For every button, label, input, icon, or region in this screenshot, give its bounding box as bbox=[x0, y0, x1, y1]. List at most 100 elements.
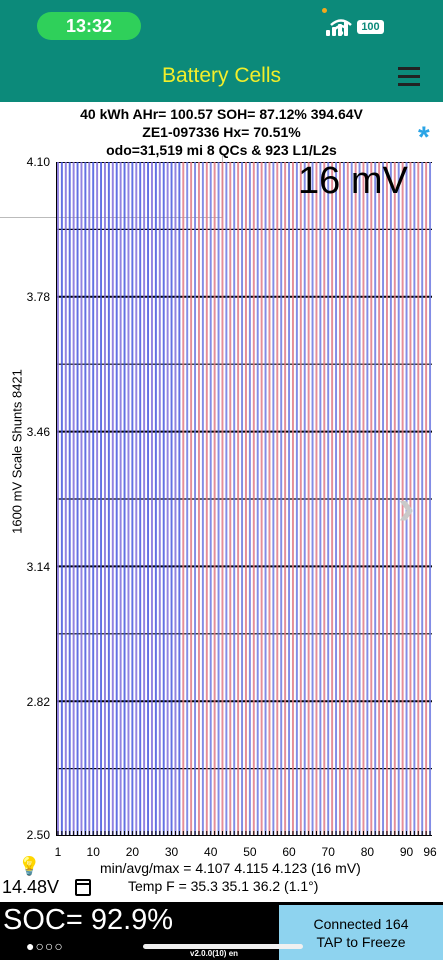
cell-bar bbox=[170, 162, 173, 836]
cell-bar bbox=[421, 162, 424, 836]
x-tick-label: 30 bbox=[164, 845, 179, 859]
cell-bar bbox=[335, 162, 338, 836]
y-tick-label: 2.82 bbox=[26, 695, 50, 709]
cell-bar bbox=[346, 162, 349, 836]
cell-bar bbox=[166, 162, 169, 836]
cell-bar bbox=[366, 162, 369, 836]
cell-bar bbox=[393, 162, 396, 836]
lightbulb-icon[interactable]: 💡 bbox=[18, 856, 41, 876]
vin-health-line: ZE1-097336 Hx= 70.51% bbox=[142, 124, 301, 140]
x-tick-label: 80 bbox=[360, 845, 375, 859]
cell-bar bbox=[197, 162, 200, 836]
cell-bar bbox=[123, 162, 126, 836]
cell-bar bbox=[143, 162, 146, 836]
cell-bar bbox=[60, 162, 63, 836]
freeze-hint: TAP to Freeze bbox=[316, 934, 406, 950]
freeze-button[interactable]: Connected 164 TAP to Freeze bbox=[279, 905, 443, 960]
cell-bar bbox=[139, 162, 142, 836]
cell-bar bbox=[96, 162, 99, 836]
cell-bar bbox=[84, 162, 87, 836]
favorite-star-icon[interactable]: * bbox=[418, 121, 430, 154]
cell-bar bbox=[327, 162, 330, 836]
x-tick-label: 96 bbox=[423, 845, 437, 859]
cell-bar bbox=[111, 162, 114, 836]
cell-bar bbox=[100, 162, 103, 836]
y-tick-label: 4.10 bbox=[26, 155, 50, 169]
page-title: Battery Cells bbox=[161, 64, 282, 87]
x-tick-label: 60 bbox=[282, 845, 296, 859]
cell-bar bbox=[307, 162, 310, 836]
cell-bar bbox=[209, 162, 212, 836]
cell-bar bbox=[233, 162, 236, 836]
temperature-readout: Temp F = 35.3 35.1 36.2 (1.1°) bbox=[128, 878, 319, 894]
cell-bar bbox=[256, 162, 259, 836]
cell-bar bbox=[131, 162, 134, 836]
cell-bar bbox=[382, 162, 385, 836]
cell-bar bbox=[213, 162, 216, 836]
cell-bar bbox=[413, 162, 416, 836]
cell-bar bbox=[201, 162, 204, 836]
battery-summary-line: 40 kWh AHr= 100.57 SOH= 87.12% 394.64V bbox=[80, 106, 363, 122]
cell-bar bbox=[135, 162, 138, 836]
cell-bar bbox=[429, 162, 432, 836]
cell-bar bbox=[107, 162, 110, 836]
cell-bar bbox=[190, 162, 193, 836]
cell-bar bbox=[425, 162, 428, 836]
cell-bar bbox=[92, 162, 95, 836]
cell-bar bbox=[182, 162, 185, 836]
cell-bar bbox=[417, 162, 420, 836]
cell-bar bbox=[241, 162, 244, 836]
cell-bar bbox=[225, 162, 228, 836]
y-axis-title: 1600 mV Scale Shunts 8421 bbox=[9, 369, 25, 534]
cell-bar bbox=[150, 162, 153, 836]
connection-status: Connected 164 bbox=[313, 916, 409, 932]
cell-bar bbox=[178, 162, 181, 836]
y-tick-label: 3.78 bbox=[26, 290, 50, 304]
cell-bar bbox=[405, 162, 408, 836]
x-tick-label: 90 bbox=[399, 845, 414, 859]
cell-voltage-chart[interactable] bbox=[56, 162, 432, 836]
cell-bar bbox=[217, 162, 220, 836]
cell-bar bbox=[56, 162, 59, 836]
x-tick-label: 20 bbox=[125, 845, 140, 859]
cell-bar bbox=[80, 162, 83, 836]
cell-bar bbox=[370, 162, 373, 836]
cell-bar bbox=[174, 162, 177, 836]
cell-bar bbox=[409, 162, 412, 836]
soc-readout: SOC= 92.9% bbox=[3, 904, 174, 936]
cell-bar bbox=[103, 162, 106, 836]
cell-bar bbox=[244, 162, 247, 836]
cell-bar bbox=[194, 162, 197, 836]
cell-bar bbox=[248, 162, 251, 836]
x-tick-label: 1 bbox=[54, 845, 62, 859]
cell-bar bbox=[299, 162, 302, 836]
page-indicator[interactable]: ●○○○ bbox=[26, 938, 64, 954]
cell-bar bbox=[284, 162, 287, 836]
cell-bar bbox=[76, 162, 79, 836]
cell-bar bbox=[378, 162, 381, 836]
app-version: v2.0.0(10) en bbox=[190, 949, 239, 958]
calendar-icon[interactable] bbox=[75, 879, 91, 896]
cell-bar bbox=[311, 162, 314, 836]
cell-bar bbox=[64, 162, 67, 836]
cell-bar bbox=[186, 162, 189, 836]
cell-bar bbox=[389, 162, 392, 836]
home-indicator bbox=[143, 944, 303, 949]
cell-bar bbox=[354, 162, 357, 836]
menu-icon[interactable] bbox=[398, 62, 420, 92]
cell-bar bbox=[397, 162, 400, 836]
cell-bar bbox=[268, 162, 271, 836]
cell-bar bbox=[323, 162, 326, 836]
camera-indicator-icon bbox=[322, 8, 327, 13]
y-tick-label: 3.14 bbox=[26, 560, 50, 574]
cell-bar bbox=[72, 162, 75, 836]
odometer-line: odo=31,519 mi 8 QCs & 923 L1/L2s bbox=[106, 142, 337, 158]
cell-bar bbox=[119, 162, 122, 836]
cell-bar bbox=[229, 162, 232, 836]
next-page-chevron-icon[interactable]: › bbox=[398, 479, 415, 535]
cell-bar bbox=[154, 162, 157, 836]
cell-bar bbox=[338, 162, 341, 836]
cell-bar bbox=[358, 162, 361, 836]
y-tick-label: 2.50 bbox=[26, 828, 50, 842]
x-tick-label: 10 bbox=[86, 845, 100, 859]
